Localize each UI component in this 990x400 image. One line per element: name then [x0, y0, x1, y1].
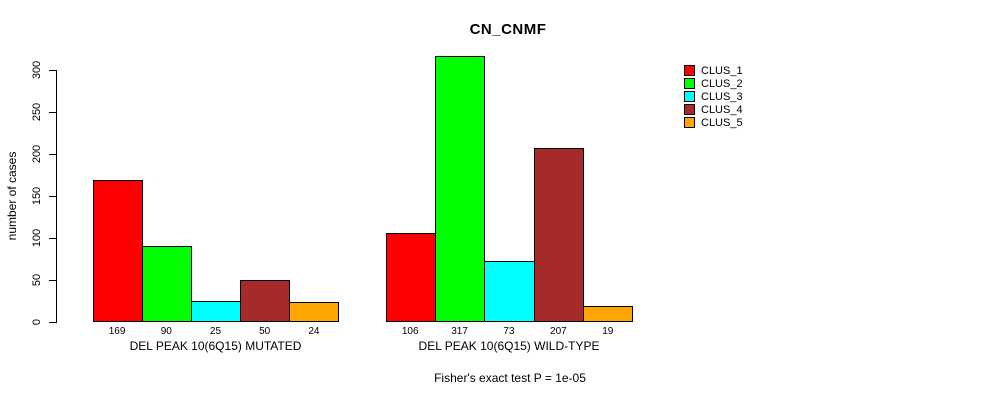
y-axis-tick-label: 250 [31, 102, 43, 122]
bar-clus_5-group1 [289, 301, 340, 322]
y-axis-tick [49, 70, 56, 71]
legend-item: CLUS_1 [684, 64, 743, 77]
legend-item: CLUS_4 [684, 103, 743, 116]
y-axis-tick [49, 112, 56, 113]
bar-value-label: 73 [503, 326, 515, 337]
bar-clus_3-group1 [190, 301, 242, 322]
legend-item: CLUS_3 [684, 90, 743, 103]
annotation-text: Fisher's exact test P = 1e-05 [434, 371, 586, 385]
bar-value-label: 317 [451, 326, 468, 337]
legend-item: CLUS_5 [684, 116, 743, 129]
y-axis-tick [49, 196, 56, 197]
bar-value-label: 90 [160, 326, 172, 337]
bar-value-label: 19 [602, 326, 614, 337]
legend-swatch-clus_4 [684, 104, 695, 115]
bar-value-label: 169 [108, 326, 126, 337]
y-axis-tick [49, 154, 56, 155]
y-axis-tick-label: 0 [31, 318, 43, 326]
x-axis-group-label: DEL PEAK 10(6Q15) MUTATED [129, 339, 302, 353]
y-axis-tick [49, 322, 56, 323]
bar-value-label: 207 [550, 326, 567, 337]
legend-label: CLUS_1 [701, 64, 743, 77]
legend: CLUS_1 CLUS_2 CLUS_3 CLUS_4 CLUS_5 [684, 64, 743, 129]
legend-label: CLUS_3 [701, 90, 743, 103]
bar-clus_4-group2 [533, 148, 585, 322]
bar-clus_1-group1 [92, 180, 143, 322]
y-axis-tick [49, 238, 56, 239]
x-axis-group-label: DEL PEAK 10(6Q15) WILD-TYPE [418, 339, 600, 353]
bar-value-label: 50 [259, 326, 271, 337]
y-axis-tick-label: 300 [31, 60, 43, 80]
legend-label: CLUS_5 [701, 116, 743, 129]
bar-value-label: 24 [308, 326, 320, 337]
bar-clus_5-group2 [583, 306, 634, 322]
legend-label: CLUS_4 [701, 103, 743, 116]
bar-clus_3-group2 [484, 260, 535, 322]
legend-label: CLUS_2 [701, 77, 743, 90]
chart-title: CN_CNMF [469, 21, 547, 38]
legend-swatch-clus_5 [684, 117, 695, 128]
legend-swatch-clus_2 [684, 78, 695, 89]
legend-swatch-clus_3 [684, 91, 695, 102]
legend-swatch-clus_1 [684, 65, 695, 76]
y-axis-tick-label: 50 [31, 273, 43, 287]
y-axis-tick [49, 280, 56, 281]
y-axis-tick-label: 150 [31, 186, 43, 206]
bar-clus_2-group1 [141, 246, 192, 322]
bar-value-label: 25 [209, 326, 222, 337]
bar-clus_1-group2 [385, 232, 436, 322]
y-axis-tick-label: 200 [31, 144, 43, 164]
y-axis-line [56, 70, 57, 323]
legend-item: CLUS_2 [684, 77, 743, 90]
bar-clus_2-group2 [434, 55, 486, 322]
bar-clus_4-group1 [240, 280, 291, 322]
bar-value-label: 106 [401, 326, 419, 337]
y-axis-tick-label: 100 [31, 228, 43, 248]
